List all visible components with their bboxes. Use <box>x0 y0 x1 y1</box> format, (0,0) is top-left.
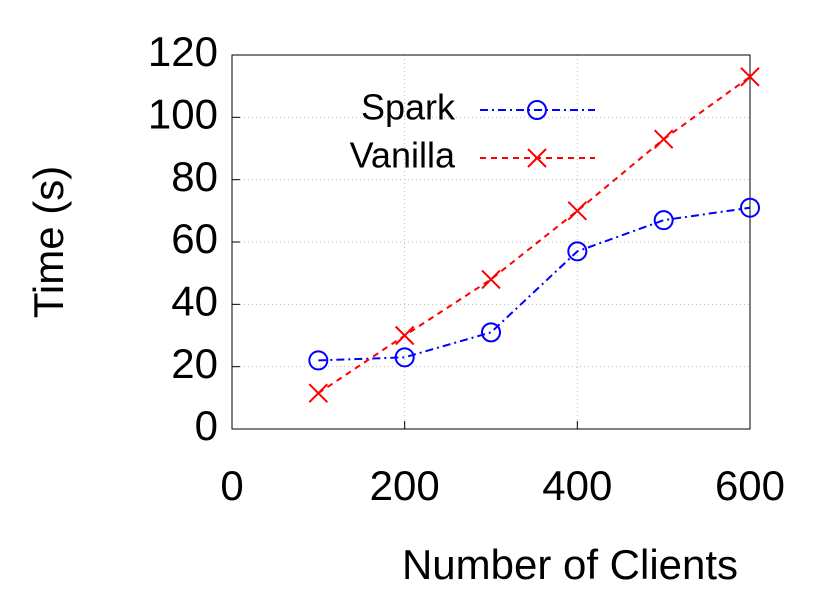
x-tick-label: 0 <box>220 462 243 509</box>
marker <box>394 347 415 368</box>
y-tick-label: 20 <box>171 340 218 387</box>
series-line <box>318 206 751 362</box>
y-axis-label: Time (s) <box>25 166 72 318</box>
x-tick-label: 200 <box>370 462 440 509</box>
marker <box>740 197 760 218</box>
marker <box>308 350 329 371</box>
marker <box>567 201 588 221</box>
marker <box>567 241 588 262</box>
x-axis-label: Number of Clients <box>402 541 738 588</box>
y-tick-label: 80 <box>171 153 218 200</box>
marker <box>740 67 760 87</box>
legend-marker <box>527 148 547 168</box>
legend-marker <box>527 100 547 120</box>
x-tick-label: 600 <box>715 462 785 509</box>
y-tick-label: 100 <box>148 90 218 137</box>
y-tick-label: 60 <box>171 215 218 262</box>
marker <box>394 325 415 346</box>
marker <box>481 322 501 343</box>
y-tick-label: 40 <box>171 277 218 324</box>
x-tick-label: 400 <box>542 462 612 509</box>
y-tick-label: 0 <box>195 402 218 449</box>
marker <box>653 210 674 231</box>
y-tick-label: 120 <box>148 28 218 75</box>
plot-frame <box>231 54 751 430</box>
marker <box>308 383 329 403</box>
marker <box>653 129 674 149</box>
marker <box>481 269 501 290</box>
legend-label: Vanilla <box>350 135 456 176</box>
legend-label: Spark <box>361 87 456 128</box>
